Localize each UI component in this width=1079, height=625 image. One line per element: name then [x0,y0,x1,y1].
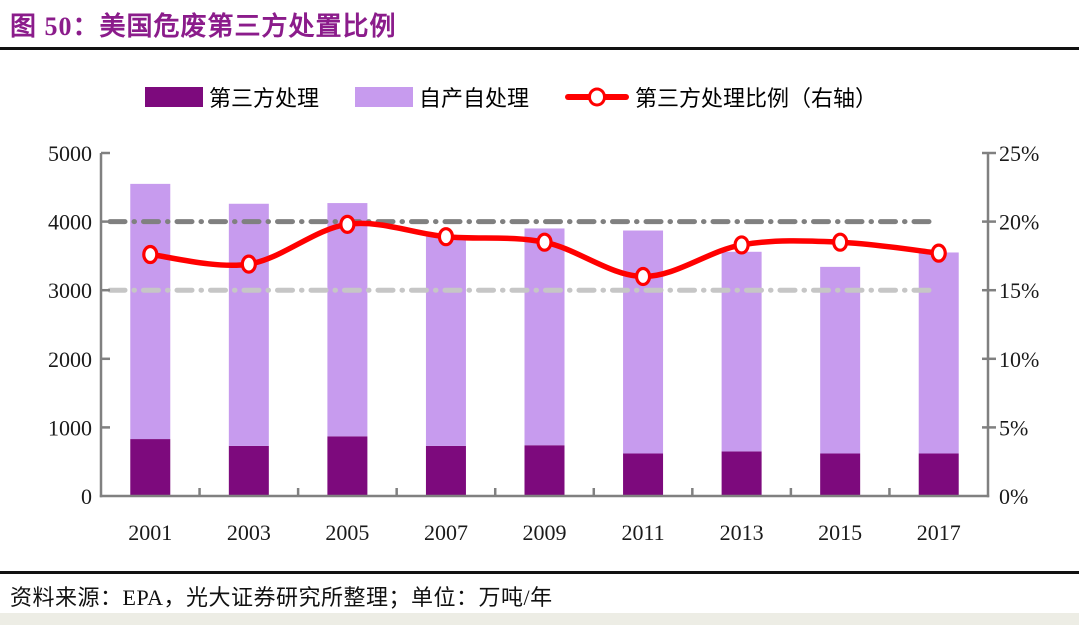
ratio-marker-2003 [240,254,257,274]
legend-label: 第三方处理比例（右轴） [635,86,878,111]
bar-self-treated-2001 [130,183,171,440]
x-axis-label-2011: 2011 [621,520,664,545]
bar-self-treated-2009 [524,228,565,446]
footer-divider [0,571,1079,574]
right-axis-label-0%: 0% [999,484,1028,509]
legend-item-1: 自产自处理 [355,81,529,113]
ratio-marker-2015 [832,232,849,252]
legend-label: 自产自处理 [419,86,530,111]
bar-self-treated-2013 [721,251,762,452]
x-axis-label-2007: 2007 [424,520,468,545]
bar-self-treated-2007 [425,236,466,446]
ratio-marker-2007 [437,227,455,247]
right-axis-label-25%: 25% [999,141,1039,166]
left-axis-label-5000: 5000 [48,141,92,166]
ratio-marker-2011 [634,266,652,287]
right-axis-label-20%: 20% [999,210,1039,235]
bar-third-party-2013 [721,451,762,496]
page-edge-band [0,613,1079,625]
circle-marker-icon [588,87,607,107]
ratio-marker-2005 [339,214,356,234]
title-divider [0,47,1079,50]
legend-item-0: 第三方处理 [145,81,319,113]
bar-self-treated-2005 [327,203,368,437]
left-axis-label-4000: 4000 [48,210,92,235]
legend-label: 第三方处理 [209,86,320,111]
x-axis-label-2017: 2017 [917,520,961,545]
x-axis-label-2015: 2015 [818,520,862,545]
x-axis-label-2005: 2005 [325,520,369,545]
bar-third-party-2001 [130,439,171,496]
chart-legend: 第三方处理 自产自处理 第三方处理比例（右轴） [145,82,877,112]
left-axis-label-1000: 1000 [48,415,92,440]
bar-self-treated-2011 [623,230,664,454]
bar-third-party-2003 [228,445,269,496]
bar-third-party-2007 [425,445,466,496]
x-axis-label-2001: 2001 [128,520,172,545]
ratio-marker-2017 [930,243,947,263]
right-axis-label-15%: 15% [999,278,1039,303]
left-axis-label-3000: 3000 [48,278,92,303]
x-axis-label-2013: 2013 [720,520,764,545]
left-axis-label-2000: 2000 [48,347,92,372]
legend-line-marker-icon [565,87,630,107]
legend-swatch-icon [355,87,414,107]
right-axis-label-10%: 10% [999,347,1039,372]
bar-self-treated-2017 [918,252,959,454]
left-axis-label-0: 0 [81,484,92,509]
ratio-marker-2013 [733,235,750,255]
ratio-marker-2009 [536,232,553,252]
bar-third-party-2009 [524,445,565,496]
source-note: 资料来源：EPA，光大证券研究所整理；单位：万吨/年 [10,585,553,610]
bar-third-party-2011 [623,453,664,496]
x-axis-label-2009: 2009 [523,520,567,545]
bar-third-party-2017 [918,453,959,496]
legend-swatch-icon [145,87,203,107]
bar-self-treated-2015 [820,266,861,454]
ratio-marker-2001 [142,244,159,265]
bar-third-party-2015 [820,453,861,496]
figure-title: 图 50：美国危废第三方处置比例 [10,12,397,41]
right-axis-label-5%: 5% [999,415,1028,440]
x-axis-label-2003: 2003 [227,520,271,545]
bar-third-party-2005 [327,436,368,496]
bar-self-treated-2003 [228,203,269,446]
legend-item-2: 第三方处理比例（右轴） [565,81,877,113]
